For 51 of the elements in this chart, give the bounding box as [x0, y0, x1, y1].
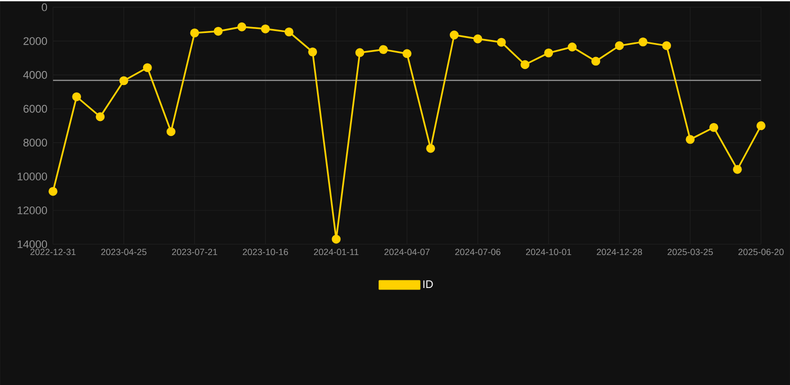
point — [355, 48, 364, 57]
point — [378, 44, 388, 54]
point — [426, 144, 436, 153]
point — [284, 27, 294, 36]
point — [332, 234, 341, 244]
x-tick-label: 2025-06-20 — [738, 248, 784, 256]
point — [214, 26, 223, 36]
point — [190, 28, 200, 38]
point — [638, 37, 648, 46]
y-tick-label: 4000 — [23, 70, 48, 79]
point — [662, 41, 672, 50]
point — [591, 56, 600, 66]
point — [756, 121, 766, 130]
point — [119, 76, 128, 86]
x-tick-label: 2024-10-01 — [526, 248, 572, 256]
point — [308, 47, 318, 56]
point — [473, 34, 482, 44]
point — [48, 186, 58, 196]
point — [142, 63, 152, 72]
point — [568, 42, 577, 52]
point — [614, 41, 624, 50]
x-tick-label: 2023-07-21 — [172, 248, 218, 256]
point — [709, 122, 718, 132]
legend-label: ID — [423, 280, 433, 288]
x-tick-label: 2022-12-31 — [30, 248, 76, 256]
y-tick-label: 6000 — [24, 104, 48, 113]
point — [544, 48, 554, 58]
point — [520, 60, 530, 69]
y-tick-label: 0 — [42, 3, 48, 12]
point — [166, 127, 176, 136]
x-tick-label: 2024-12-28 — [596, 248, 642, 256]
y-tick-label: 12000 — [18, 206, 48, 214]
point — [402, 49, 412, 58]
x-tick-label: 2023-10-16 — [242, 248, 288, 256]
point — [260, 24, 270, 34]
point — [686, 134, 695, 144]
x-tick-label: 2025-03-25 — [668, 248, 713, 256]
point — [732, 164, 742, 174]
x-tick-label: 2024-04-07 — [384, 248, 430, 256]
x-tick-label: 2024-01-11 — [314, 248, 358, 256]
point — [450, 30, 459, 40]
x-tick-label: 2024-07-06 — [455, 248, 500, 256]
point — [496, 38, 506, 47]
y-tick-label: 2000 — [24, 37, 48, 45]
point — [237, 22, 246, 32]
point — [72, 92, 82, 102]
y-tick-label: 14000 — [18, 240, 48, 248]
x-tick-label: 2023-04-25 — [101, 248, 146, 256]
point — [96, 112, 105, 122]
y-tick-label: 8000 — [23, 138, 48, 146]
y-tick-label: 10000 — [18, 172, 48, 180]
